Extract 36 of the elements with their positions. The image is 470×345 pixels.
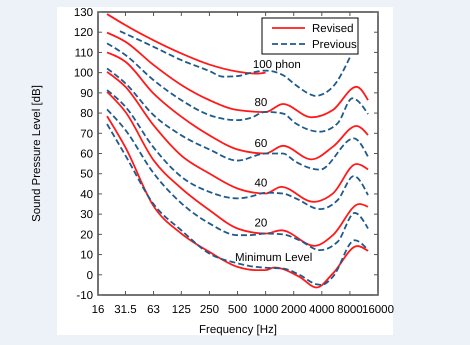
y-tick-label: 30 <box>80 209 93 222</box>
y-tick-label: -10 <box>76 290 93 302</box>
y-axis-title: Sound Pressure Level [dB] <box>31 85 43 222</box>
x-tick-label: 250 <box>200 304 220 316</box>
x-tick-label: 500 <box>228 304 248 316</box>
y-tick-label: 70 <box>80 128 93 140</box>
x-tick-label: 125 <box>172 304 191 316</box>
annotation: 80 <box>254 97 268 110</box>
y-tick-label: 130 <box>74 7 93 20</box>
x-axis-title: Frequency [Hz] <box>199 324 277 336</box>
x-tick-label: 16000 <box>362 304 394 316</box>
x-tick-label: 2000 <box>280 304 307 316</box>
y-tick-label: 10 <box>80 250 93 262</box>
x-tick-label: 1000 <box>252 304 278 316</box>
y-tick-label: 120 <box>74 27 93 40</box>
y-tick-label: 0 <box>86 270 93 282</box>
x-tick-label: 16 <box>92 304 104 316</box>
x-tick-label: 8000 <box>337 304 363 316</box>
annotation: 60 <box>254 138 268 150</box>
x-tick-label: 63 <box>147 304 160 316</box>
y-tick-label: 50 <box>80 168 93 181</box>
y-tick-label: 80 <box>80 108 93 120</box>
annotation: Minimum Level <box>235 252 312 264</box>
x-tick-label: 4000 <box>309 304 335 316</box>
annotation: 40 <box>254 178 268 190</box>
annotation: 20 <box>254 217 268 230</box>
y-tick-label: 40 <box>80 188 93 201</box>
x-tick-label: 31.5 <box>114 304 137 316</box>
annotation: 100 phon <box>252 59 301 72</box>
y-tick-label: 100 <box>74 68 93 80</box>
y-tick-label: 20 <box>80 229 93 242</box>
y-tick-label: 110 <box>74 47 93 60</box>
y-tick-label: 60 <box>80 148 93 161</box>
legend-label: Previous <box>312 39 357 52</box>
legend-label: Revised <box>312 23 354 36</box>
y-tick-label: 90 <box>80 88 93 100</box>
